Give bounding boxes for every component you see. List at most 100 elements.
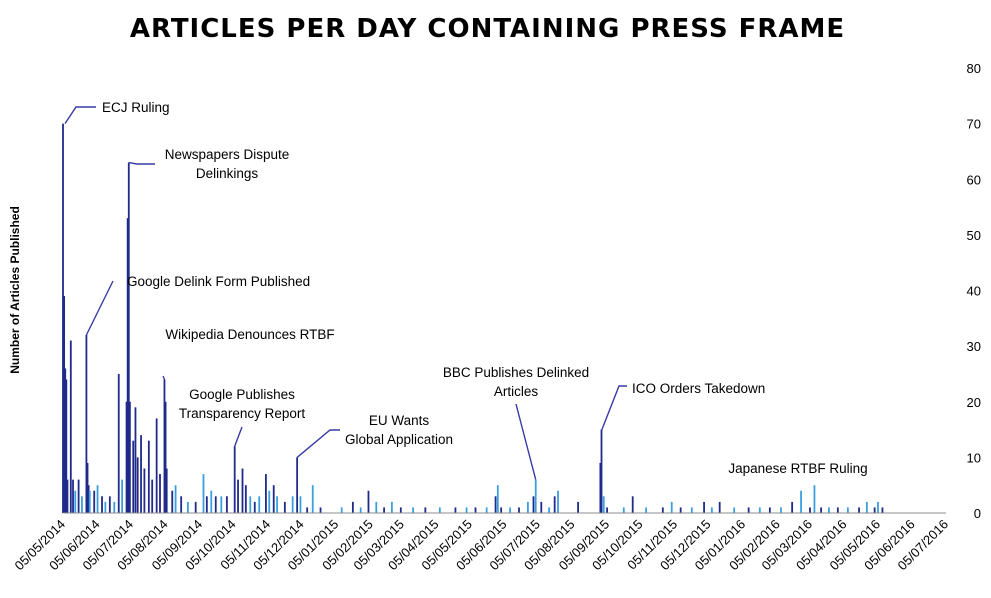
bar xyxy=(104,501,107,514)
bar xyxy=(359,507,362,513)
bar xyxy=(225,496,228,513)
bar xyxy=(553,496,556,513)
annotation-leader-line xyxy=(162,375,166,380)
bar xyxy=(72,479,74,514)
bar xyxy=(65,379,68,513)
bar xyxy=(210,490,213,513)
bar xyxy=(258,496,261,513)
bar xyxy=(214,496,217,513)
bar xyxy=(532,496,535,513)
bar xyxy=(602,496,605,513)
bar xyxy=(205,496,208,513)
annotation-label: ICO Orders Takedown xyxy=(632,381,765,396)
bar xyxy=(128,401,131,513)
bar xyxy=(631,496,634,513)
chart-title: ARTICLES PER DAY CONTAINING PRESS FRAME xyxy=(129,14,846,44)
bar xyxy=(108,496,111,513)
bar xyxy=(527,501,529,514)
bar xyxy=(151,479,154,514)
bar xyxy=(85,335,88,513)
bar xyxy=(127,162,130,513)
bar xyxy=(194,501,197,514)
bar xyxy=(140,435,142,514)
bar xyxy=(846,507,849,513)
bar xyxy=(367,490,370,513)
y-tick-label: 40 xyxy=(967,284,981,299)
y-tick-label: 0 xyxy=(974,506,981,521)
bar xyxy=(485,507,488,513)
bar xyxy=(768,507,771,513)
bar xyxy=(622,507,625,513)
annotation-leader-line xyxy=(128,161,155,165)
bar xyxy=(465,507,468,513)
bar xyxy=(690,507,693,513)
bar xyxy=(800,490,802,513)
bar xyxy=(877,501,879,514)
y-tick-label: 30 xyxy=(967,339,981,354)
y-axis-label: Number of Articles Published xyxy=(8,206,22,374)
bar xyxy=(494,496,497,513)
bar xyxy=(399,507,402,513)
bar xyxy=(163,379,166,513)
annotation-label: ECJ Ruling xyxy=(102,100,170,115)
bar xyxy=(791,501,794,514)
bar xyxy=(62,123,64,514)
bar xyxy=(474,507,477,513)
bar xyxy=(747,507,750,513)
annotation-label: Japanese RTBF Ruling xyxy=(728,461,867,476)
bar xyxy=(93,490,96,513)
annotation-leader-line xyxy=(296,429,340,458)
bar xyxy=(710,507,713,513)
bar xyxy=(164,401,167,513)
annotation-label: Newspapers Dispute xyxy=(165,147,290,162)
bar xyxy=(132,440,135,513)
annotation-label: Google Delink Form Published xyxy=(127,274,310,289)
bar xyxy=(599,462,602,513)
bar xyxy=(780,507,782,513)
bar xyxy=(180,496,183,513)
bar xyxy=(809,507,811,513)
bar xyxy=(88,490,91,513)
bar xyxy=(518,507,520,513)
annotation-label: Transparency Report xyxy=(179,406,306,421)
bar xyxy=(670,501,673,514)
bar xyxy=(136,457,139,514)
bar xyxy=(276,496,278,513)
bar xyxy=(548,507,550,513)
bar xyxy=(661,507,664,513)
bar xyxy=(813,485,816,513)
bar xyxy=(557,490,559,513)
annotation-leader-line xyxy=(600,385,627,431)
bar xyxy=(873,507,876,513)
bar xyxy=(540,501,543,514)
bar xyxy=(66,479,69,514)
annotation-label: Wikipedia Denounces RTBF xyxy=(165,327,334,342)
bar xyxy=(63,296,66,513)
bar xyxy=(733,507,736,513)
bar xyxy=(391,501,393,514)
bar xyxy=(412,507,414,513)
bar xyxy=(718,501,721,514)
annotation-label: Global Application xyxy=(345,432,453,447)
annotations-group: ECJ Ruling Newspapers Dispute Delinkings Go… xyxy=(64,100,868,480)
bar xyxy=(121,479,123,514)
bar xyxy=(96,485,99,513)
bar xyxy=(202,474,205,513)
bar xyxy=(865,501,868,514)
bar xyxy=(424,507,427,513)
bar xyxy=(64,368,67,514)
bar xyxy=(534,479,537,514)
bar xyxy=(645,507,647,513)
bar xyxy=(268,490,271,513)
bar xyxy=(113,501,116,514)
bar xyxy=(220,496,223,513)
bar xyxy=(509,507,511,513)
x-axis-ticks: 05/05/201405/06/201405/07/201405/08/2014… xyxy=(11,517,951,574)
bar xyxy=(351,501,354,514)
bar xyxy=(311,485,314,513)
bar xyxy=(126,218,129,513)
bar xyxy=(438,507,441,513)
annotation-label: EU Wants xyxy=(369,413,430,428)
bar xyxy=(233,446,236,513)
